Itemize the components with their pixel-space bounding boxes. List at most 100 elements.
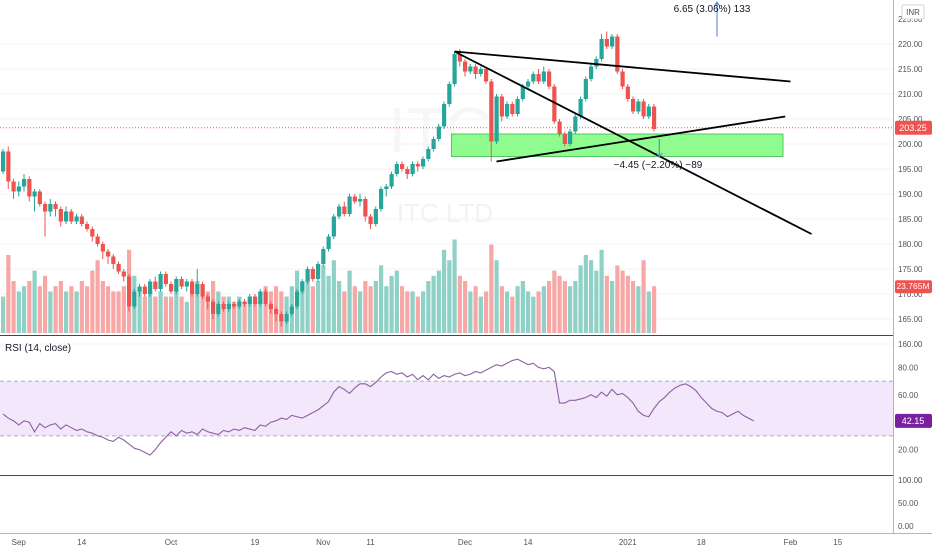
volume-bar	[615, 265, 620, 333]
rsi-title: RSI (14, close)	[5, 343, 71, 354]
volume-bar	[90, 270, 95, 333]
company-watermark: ITC LTD	[397, 198, 493, 228]
volume-bar	[484, 291, 489, 333]
currency-button[interactable]: INR	[901, 4, 925, 20]
bottom-pane-tick: 100.00	[898, 476, 923, 485]
price-tick: 175.00	[898, 265, 923, 274]
candle-body	[547, 71, 552, 87]
candle-body	[405, 169, 410, 174]
candle-body	[142, 286, 147, 294]
volume-bar	[520, 281, 525, 333]
volume-bar	[253, 301, 258, 333]
trendline[interactable]	[454, 50, 812, 235]
candle-body	[389, 174, 394, 187]
volume-bar	[22, 286, 27, 333]
price-tick: 195.00	[898, 165, 923, 174]
volume-bar	[557, 275, 562, 333]
candle-body	[106, 251, 111, 257]
price-tick: 160.00	[898, 340, 923, 349]
trendlines[interactable]	[454, 50, 812, 235]
candle-body	[184, 281, 189, 287]
volume-bar	[431, 275, 436, 333]
candle-body	[557, 121, 562, 134]
candle-body	[195, 284, 200, 294]
candle-body	[515, 99, 520, 114]
volume-bar	[237, 296, 242, 333]
candle-body	[400, 164, 405, 169]
axes: 220.00215.00210.00205.00200.00195.00190.…	[12, 15, 923, 547]
volume-bar	[6, 255, 11, 333]
bottom-pane-tick: 50.00	[898, 499, 919, 508]
rsi-value-tag-bg	[895, 413, 932, 428]
candle-body	[85, 224, 90, 229]
candle-body	[121, 271, 126, 277]
trendline[interactable]	[454, 50, 791, 83]
volume-bar	[347, 270, 352, 333]
volume-bar	[636, 286, 641, 333]
volume-bar	[384, 286, 389, 333]
candle-body	[552, 86, 557, 122]
candle-body	[174, 279, 179, 292]
candle-body	[326, 236, 331, 249]
candle-body	[463, 61, 468, 72]
candle-body	[373, 209, 378, 224]
candle-body	[510, 104, 515, 114]
volume-bar	[394, 270, 399, 333]
volume-bar	[32, 270, 37, 333]
price-tick: 170.00	[898, 290, 923, 299]
volume-bar	[247, 296, 252, 333]
rsi-line	[2, 358, 755, 456]
candle-body	[211, 301, 216, 314]
candle-body	[37, 191, 42, 204]
candle-body	[331, 216, 336, 237]
candle-body	[505, 104, 510, 117]
volume-bar	[447, 260, 452, 333]
volume-bar	[169, 296, 174, 333]
time-tick: Nov	[316, 538, 330, 547]
volume-bar	[421, 291, 426, 333]
price-tick: 220.00	[898, 40, 923, 49]
candle-body	[274, 309, 279, 314]
candle-body	[116, 264, 121, 272]
trendline[interactable]	[496, 115, 786, 163]
price-tick: 165.00	[898, 315, 923, 324]
lower-measure-label: −4.45 (−2.20%) −89	[614, 160, 703, 171]
volume-bar	[200, 286, 205, 333]
volume-bar	[158, 291, 163, 333]
volume-bar	[625, 275, 630, 333]
volume-bar	[221, 296, 226, 333]
volume-bar	[179, 296, 184, 333]
candle-body	[242, 301, 247, 304]
candle-body	[379, 189, 384, 209]
candle-body	[132, 291, 137, 307]
candle-body	[58, 209, 63, 222]
volume-bar	[457, 275, 462, 333]
candle-body	[583, 79, 588, 99]
candle-body	[268, 304, 273, 309]
candle-body	[615, 36, 620, 72]
volume-bar	[100, 281, 105, 333]
volume-bar	[410, 291, 415, 333]
candle-body	[148, 281, 153, 294]
support-zone[interactable]	[451, 133, 784, 157]
candle-body	[499, 96, 504, 117]
candle-body	[90, 229, 95, 237]
volume-bar	[478, 296, 483, 333]
support-zone-layer[interactable]	[451, 133, 784, 157]
candle-body	[64, 211, 69, 222]
candle-body	[604, 39, 609, 47]
candle-body	[641, 101, 646, 117]
volume-bar	[190, 291, 195, 333]
volume-bar	[610, 281, 615, 333]
rsi-band	[0, 381, 893, 436]
candle-body	[300, 281, 305, 292]
volume-bar	[352, 286, 357, 333]
volume-bar	[415, 296, 420, 333]
candle-body	[573, 116, 578, 132]
volume-bar	[148, 286, 153, 333]
volume-bar	[499, 286, 504, 333]
candle-body	[200, 284, 205, 297]
volume-bar	[620, 270, 625, 333]
